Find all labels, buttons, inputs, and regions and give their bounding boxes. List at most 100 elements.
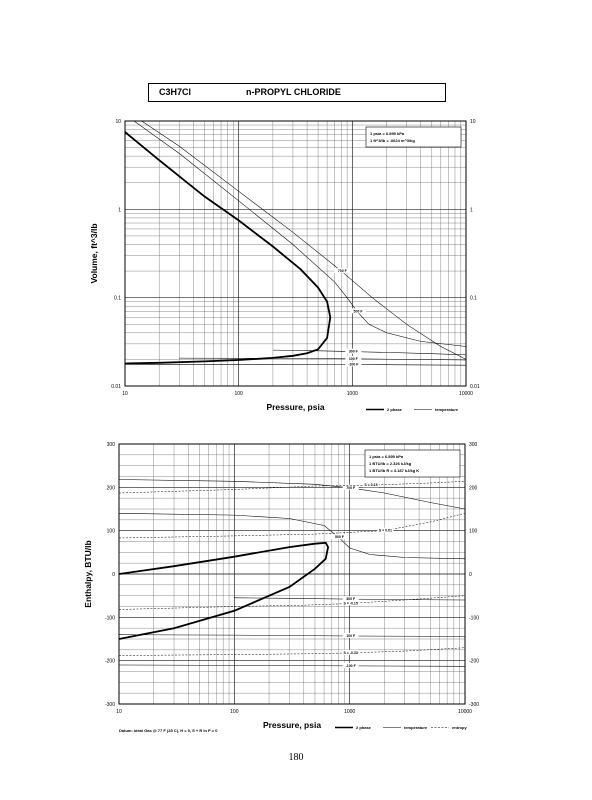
curve-label: S = 0.15 <box>364 483 377 487</box>
isotherm-line <box>141 120 467 360</box>
y-tick-label: -100 <box>105 615 115 621</box>
chart-1: 10 100 1000 100000.010.11100.010.1110Pressu… <box>89 119 480 412</box>
unit-note: 1 BTU/lb R = 4.187 kJ/kg K <box>369 468 419 473</box>
curve-label: 100 F <box>346 634 356 638</box>
y-tick-label-right: 200 <box>469 485 478 491</box>
x-tick-label: 100 <box>230 709 239 715</box>
x-tick-label: 1000 <box>347 391 358 397</box>
major-grid <box>119 444 465 704</box>
curve-label: 700 F <box>338 269 348 273</box>
isotherm-line <box>118 479 466 510</box>
curve-label: 500 F <box>354 309 364 313</box>
curve-label: -100 F <box>348 363 359 367</box>
y-tick-label-right: 10 <box>470 119 476 125</box>
curve-label-bg <box>342 632 359 638</box>
notes-box <box>365 126 462 148</box>
curve-label-bg <box>377 527 394 533</box>
two-phase-envelope <box>124 131 332 365</box>
curve-label-bg <box>342 649 359 655</box>
chart-title-box: C3H7Cl n-PROPYL CHLORIDE <box>148 83 446 102</box>
curve-label-bg <box>334 268 351 274</box>
y-tick-label-right: 100 <box>469 529 478 535</box>
y-tick-label: -200 <box>105 659 115 665</box>
y-tick-label: 10 <box>115 119 121 125</box>
legend-label: temperature <box>404 725 428 730</box>
y-tick-label-right: 0.01 <box>470 384 480 390</box>
curve-label-bg <box>342 484 359 490</box>
y-tick-label: 0.01 <box>111 384 121 390</box>
y-tick-label: 0.1 <box>114 296 121 302</box>
legend-label: entropy <box>452 725 467 730</box>
legend-label: 2 phase <box>356 725 372 730</box>
y-tick-label: 100 <box>107 529 116 535</box>
y-tick-label: 0 <box>112 572 115 578</box>
legend-label: 2 phase <box>387 407 403 412</box>
x-tick-label: 10 <box>116 709 122 715</box>
grid <box>125 121 466 386</box>
y-tick-label: 200 <box>107 485 116 491</box>
y-tick-label-right: 0 <box>469 572 472 578</box>
curve-label: 300 F <box>349 350 359 354</box>
unit-note: 1 psia = 6.895 kPa <box>369 454 404 459</box>
isotherm-line <box>118 513 466 560</box>
series-group: 700 F 500 F 300 F 100 F -100 F <box>124 120 467 367</box>
y-tick-label-right: -300 <box>469 702 479 708</box>
isotherm-line <box>133 120 467 347</box>
curve-label-bg <box>342 596 359 602</box>
curve-label-bg <box>342 662 359 668</box>
compound-name: n-PROPYL CHLORIDE <box>246 87 341 97</box>
y-tick-label-right: -100 <box>469 615 479 621</box>
curve-label: 500 F <box>335 535 345 539</box>
x-tick-label: 100 <box>234 391 243 397</box>
x-tick-label: 10000 <box>458 709 472 715</box>
curve-label: 300 F <box>346 597 356 601</box>
legend-label: temperature <box>435 407 459 412</box>
curve-label: S = -0.15 <box>344 601 358 605</box>
y-tick-label-right: 1 <box>470 207 473 213</box>
series-group: 700 F 500 F 300 F 100 F -100 F S = 0.15 S = 0.… <box>118 479 466 668</box>
entropy-line <box>118 647 466 656</box>
curve-label: 700 F <box>346 486 356 490</box>
x-tick-label: 1000 <box>344 709 355 715</box>
compound-formula: C3H7Cl <box>159 87 192 97</box>
y-axis-label: Enthalpy, BTU/lb <box>83 540 93 607</box>
major-grid <box>125 121 466 386</box>
unit-note: 1 psia = 6.895 kPa <box>370 131 405 136</box>
isotherm-line <box>118 634 466 637</box>
curve-label-bg <box>345 355 362 361</box>
page-number: 180 <box>288 752 304 763</box>
unit-note: 1 BTU/lb = 2.326 kJ/kg <box>369 461 412 466</box>
isotherm-line <box>125 364 467 366</box>
curve-label: -100 F <box>346 664 357 668</box>
datum-footnote: Datum: Ideal Gas @ 77 F (25 C), H = 0, S… <box>119 728 218 733</box>
curve-label-bg <box>331 534 348 540</box>
unit-note: 1 ft^3/lb = .0624 m^3/kg <box>370 138 415 143</box>
curve-label: 100 F <box>349 357 359 361</box>
chart-2: 10 100 1000 10000-300-200-1000100200300-300… <box>83 442 479 733</box>
curve-label: S = -0.33 <box>344 651 358 655</box>
y-tick-label: 1 <box>118 207 121 213</box>
isotherm-line <box>118 664 466 667</box>
curve-label-bg <box>342 600 359 606</box>
x-tick-label: 10000 <box>459 391 473 397</box>
x-tick-label: 10 <box>122 391 128 397</box>
isotherm-line <box>179 357 467 361</box>
y-tick-label-right: 0.1 <box>470 296 477 302</box>
y-tick-label-right: 300 <box>469 442 478 448</box>
curve-label: S = 0.01 <box>379 529 392 533</box>
curve-label-bg <box>350 308 367 314</box>
y-axis-label: Volume, ft^3/lb <box>89 223 99 283</box>
two-phase-envelope <box>118 541 330 640</box>
y-tick-label: 300 <box>107 442 116 448</box>
entropy-line <box>118 481 466 494</box>
curve-label-bg <box>345 348 362 354</box>
y-tick-label-right: -200 <box>469 659 479 665</box>
entropy-line <box>118 595 466 610</box>
entropy-line <box>118 513 466 539</box>
curve-label-bg <box>345 361 362 367</box>
curve-label-bg <box>362 482 379 488</box>
notes-box <box>364 449 461 478</box>
x-axis-label: Pressure, psia <box>266 402 324 412</box>
plot-frame <box>124 120 467 387</box>
